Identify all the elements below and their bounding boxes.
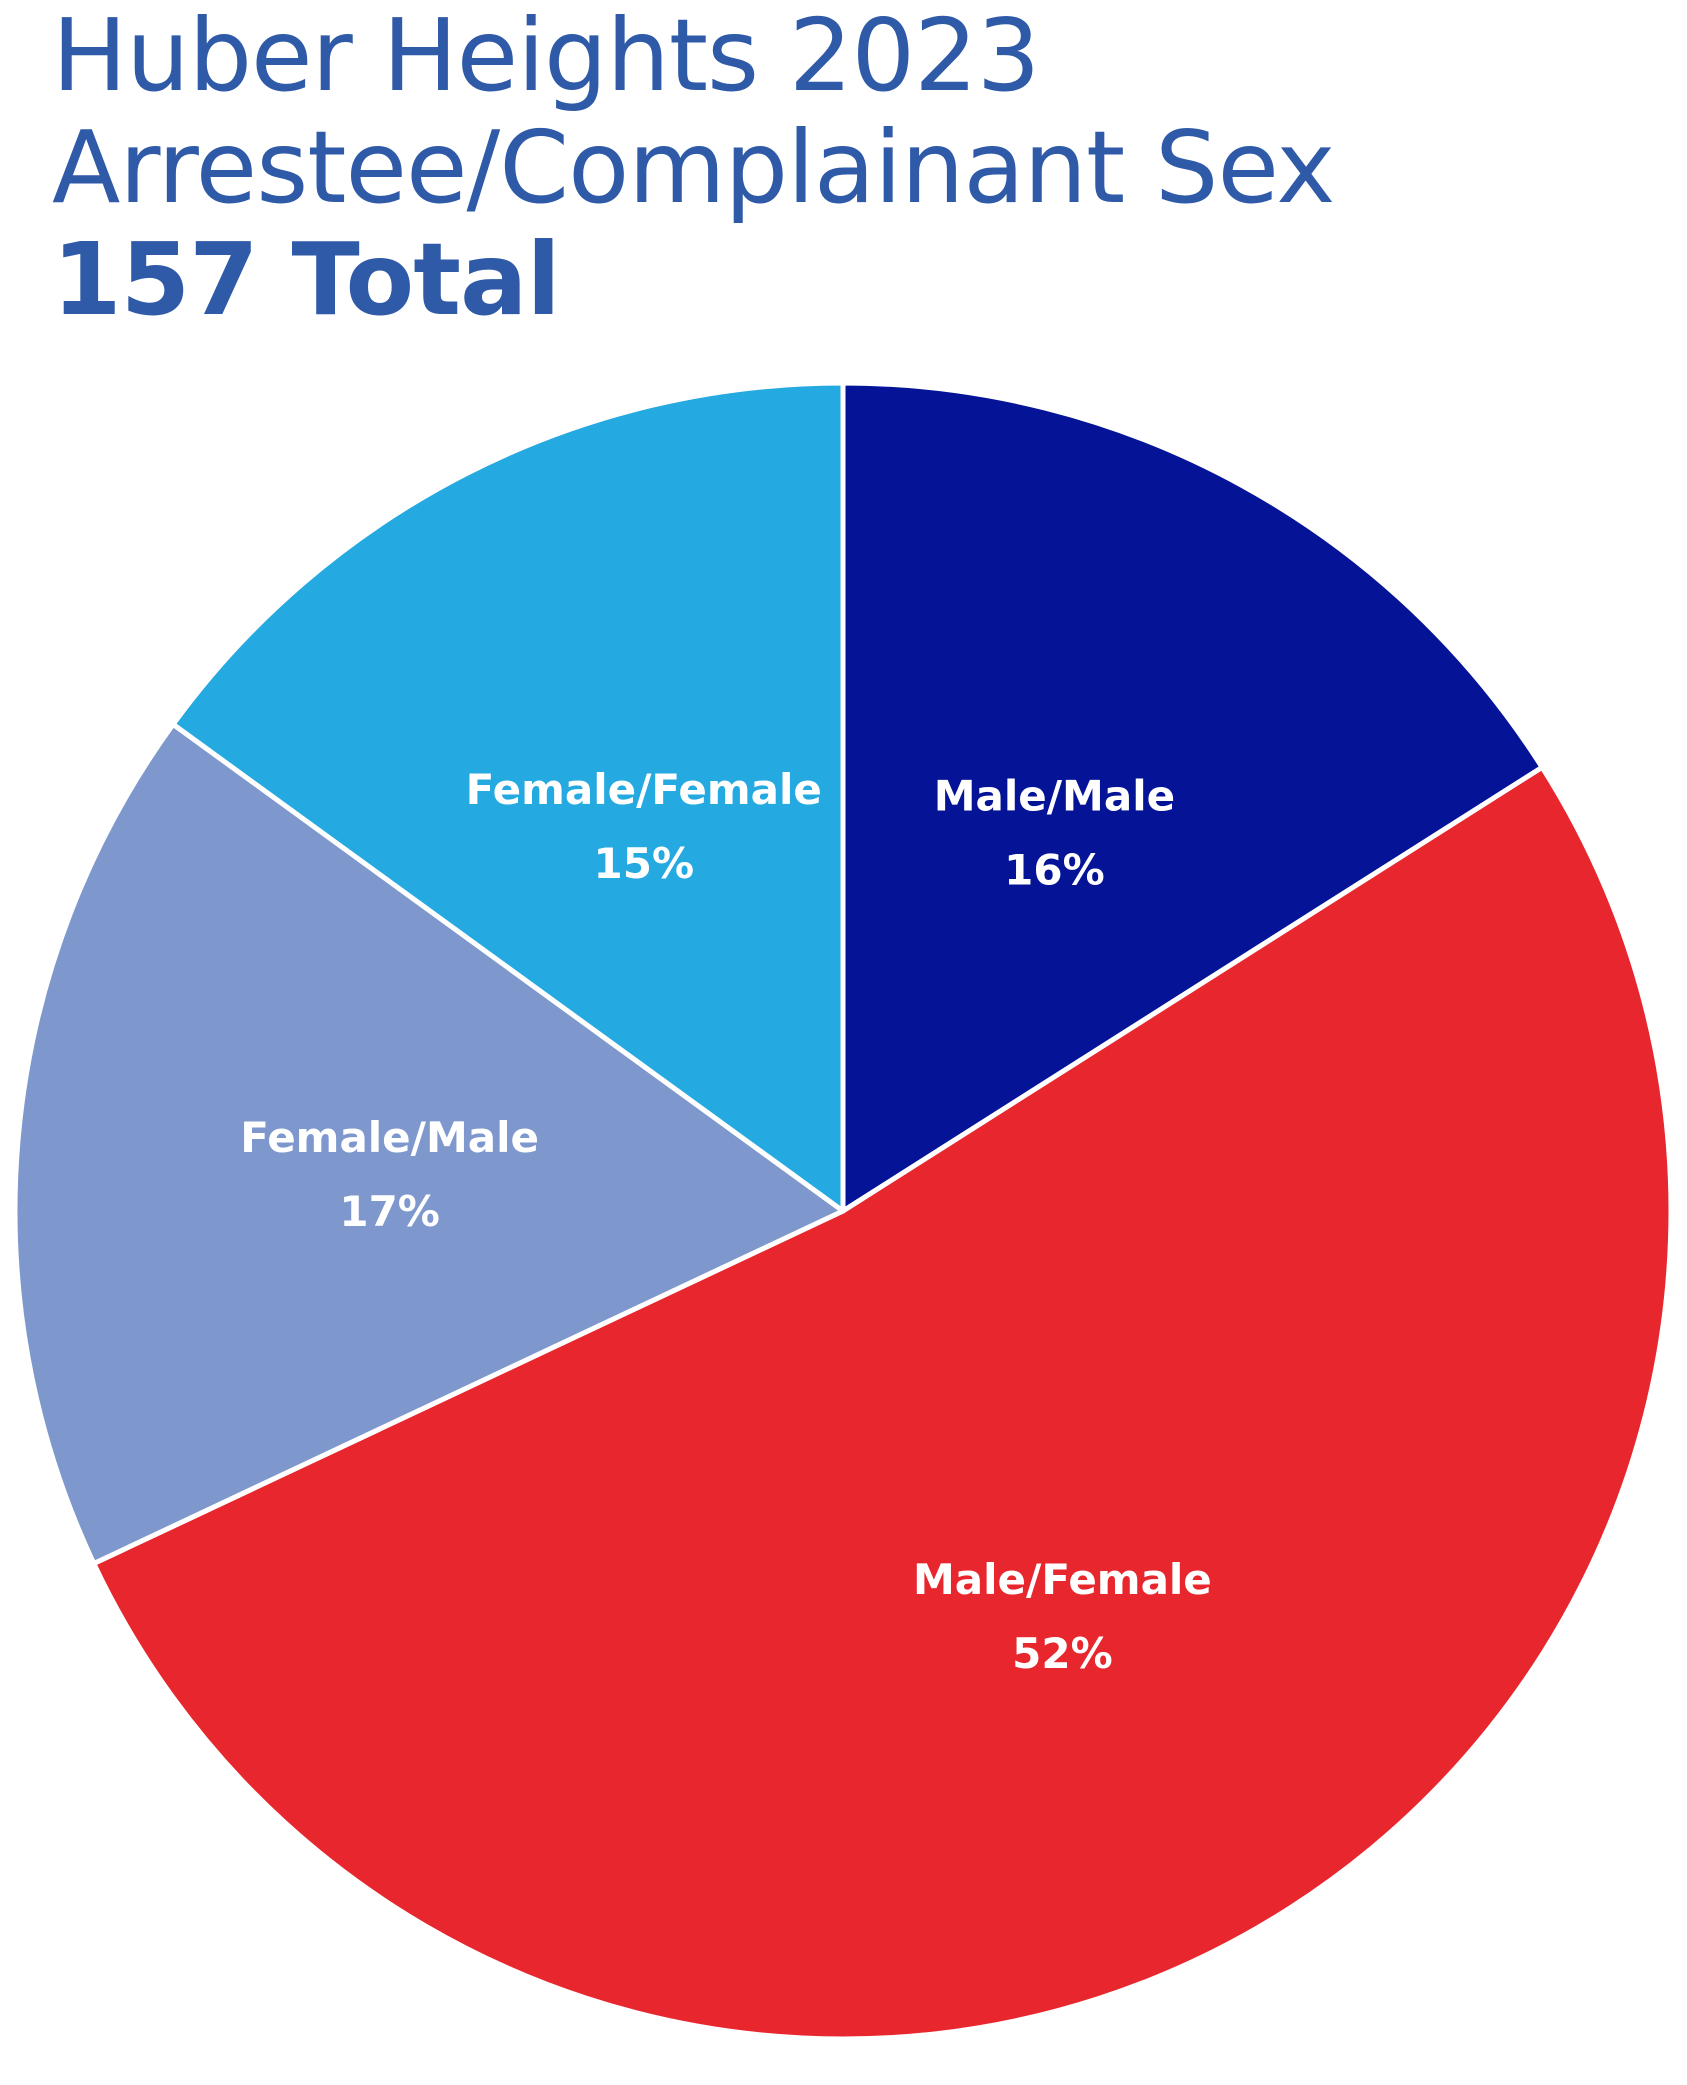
- pie-slice-female-female: [170, 380, 846, 1214]
- pie-label-male-female: Male/Female 52%: [913, 1555, 1212, 1678]
- pie-slice-male-female: [91, 764, 1674, 2042]
- slice-percent-label: 17%: [339, 1187, 440, 1236]
- slice-name-label: Male/Male: [934, 771, 1175, 820]
- chart-title-line-1: Huber Heights 2023: [52, 0, 1040, 114]
- slice-percent-label: 16%: [1004, 845, 1105, 894]
- slice-name-label: Female/Female: [466, 765, 822, 814]
- pie-slices: [12, 380, 1674, 2042]
- slice-percent-label: 15%: [594, 839, 695, 888]
- chart-title: Huber Heights 2023 Arrestee/Complainant …: [52, 0, 1652, 336]
- pie-label-female-male: Female/Male 17%: [240, 1113, 539, 1236]
- slice-name-label: Male/Female: [913, 1555, 1212, 1604]
- pie-slice-male-male: [840, 380, 1545, 1214]
- pie-label-male-male: Male/Male 16%: [934, 771, 1175, 894]
- slice-name-label: Female/Male: [240, 1113, 539, 1162]
- chart-title-total: 157 Total: [52, 221, 561, 338]
- pie-labels: Male/Male 16% Male/Female 52% Female/Male 17%…: [240, 765, 1212, 1678]
- slice-percent-label: 52%: [1012, 1629, 1113, 1678]
- pie-label-female-female: Female/Female 15%: [466, 765, 822, 888]
- pie-slice-female-male: [12, 721, 846, 1567]
- chart-title-line-2: Arrestee/Complainant Sex: [52, 109, 1335, 226]
